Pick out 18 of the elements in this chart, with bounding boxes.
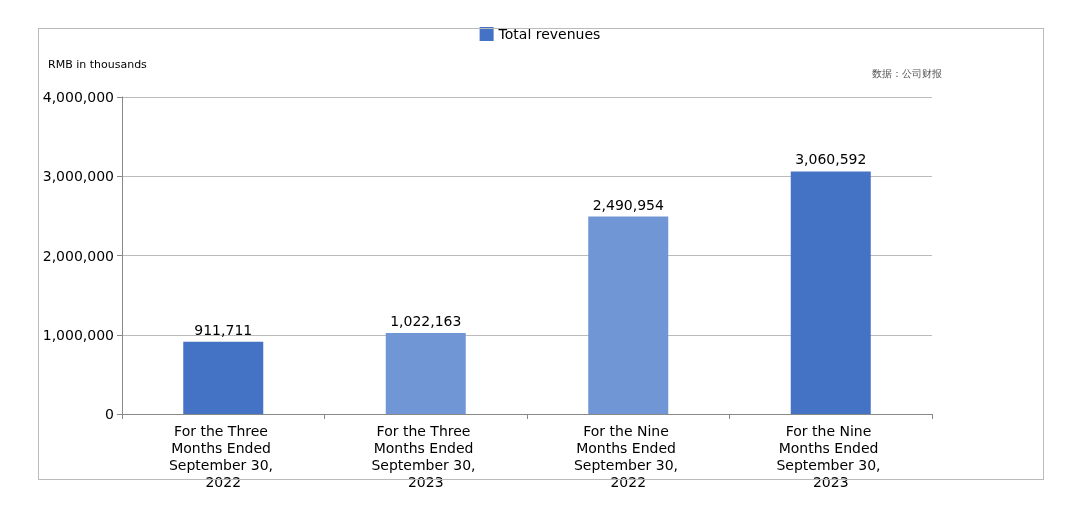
text: 数据：公司财报 bbox=[872, 67, 942, 79]
data-label: 1,022,163 bbox=[390, 312, 462, 329]
y-axis-title: RMB in thousands bbox=[48, 58, 148, 71]
bar bbox=[385, 332, 466, 414]
y-tick-label: 4,000,000 bbox=[42, 89, 114, 105]
legend-label: Total revenues bbox=[497, 26, 601, 42]
bar bbox=[588, 216, 669, 414]
bar bbox=[790, 171, 871, 414]
data-label: 2,490,954 bbox=[592, 196, 664, 213]
y-tick-label: 0 bbox=[105, 406, 114, 422]
y-tick-label: 2,000,000 bbox=[42, 247, 114, 264]
x-tick-label: For the Nine Months Ended September 30, 2023 bbox=[776, 422, 886, 490]
data-label: 911,711 bbox=[194, 321, 253, 338]
x-tick-label: For the Three Months Ended September 30, 2023 bbox=[371, 422, 481, 490]
y-tick-label: 3,000,000 bbox=[42, 168, 114, 185]
bar bbox=[183, 341, 264, 414]
data-label: 3,060,592 bbox=[795, 151, 867, 168]
y-tick-label: 1,000,000 bbox=[42, 326, 114, 343]
